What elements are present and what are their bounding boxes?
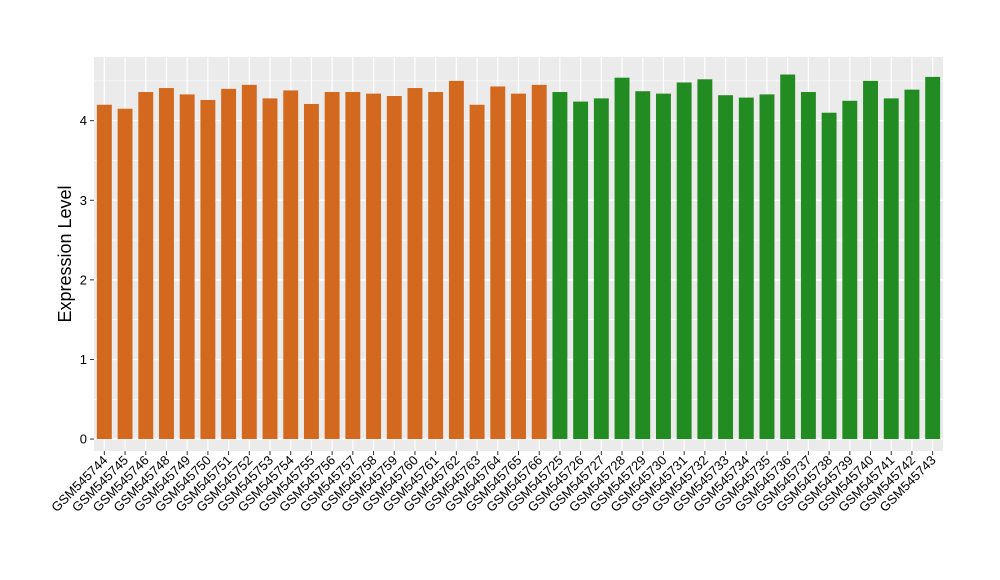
bar-GSM545728 bbox=[614, 77, 630, 440]
bar-GSM545751 bbox=[221, 88, 237, 440]
bar-GSM545748 bbox=[159, 88, 174, 440]
bar-GSM545759 bbox=[386, 96, 402, 440]
bar-GSM545763 bbox=[469, 104, 485, 440]
y-axis: 0 1 2 3 4 bbox=[80, 113, 94, 447]
bar-GSM545729 bbox=[635, 91, 651, 440]
bar-GSM545735 bbox=[759, 94, 775, 440]
bar-GSM545757 bbox=[345, 92, 361, 440]
bar-GSM545736 bbox=[780, 74, 796, 440]
bar-GSM545753 bbox=[262, 98, 278, 440]
bar-GSM545738 bbox=[821, 112, 837, 440]
bar-GSM545746 bbox=[138, 92, 154, 440]
bar-GSM545725 bbox=[552, 92, 568, 440]
bar-GSM545730 bbox=[655, 93, 671, 440]
x-axis: GSM545744GSM545745GSM545746GSM545748GSM5… bbox=[48, 451, 939, 515]
bar-GSM545731 bbox=[676, 82, 692, 440]
bar-GSM545766 bbox=[531, 84, 547, 440]
bar-GSM545727 bbox=[593, 98, 609, 440]
bar-GSM545765 bbox=[511, 93, 526, 440]
bar-GSM545733 bbox=[718, 95, 734, 440]
bar-GSM545756 bbox=[324, 92, 340, 440]
bar-GSM545749 bbox=[179, 94, 195, 440]
bar-GSM545764 bbox=[490, 86, 506, 440]
bar-GSM545745 bbox=[117, 108, 133, 440]
bar-GSM545758 bbox=[366, 93, 382, 440]
y-tick-label: 4 bbox=[80, 113, 87, 128]
bar-GSM545739 bbox=[842, 100, 858, 440]
bar-GSM545750 bbox=[200, 99, 216, 440]
bar-GSM545755 bbox=[303, 103, 319, 440]
bar-GSM545741 bbox=[883, 98, 899, 440]
bar-GSM545752 bbox=[241, 84, 257, 440]
bar-GSM545732 bbox=[697, 79, 713, 440]
bar-GSM545726 bbox=[573, 101, 589, 440]
y-tick-label: 2 bbox=[80, 272, 87, 287]
y-tick-label: 0 bbox=[80, 432, 87, 447]
bar-GSM545760 bbox=[407, 88, 423, 440]
bar-GSM545742 bbox=[904, 89, 920, 440]
bar-GSM545754 bbox=[283, 90, 299, 440]
bar-GSM545762 bbox=[448, 80, 464, 440]
bar-GSM545744 bbox=[96, 104, 112, 440]
bar-GSM545743 bbox=[925, 76, 941, 440]
y-axis-title: Expression Level bbox=[55, 185, 75, 322]
bar-GSM545761 bbox=[428, 92, 444, 440]
bar-GSM545740 bbox=[863, 80, 878, 440]
bar-GSM545734 bbox=[738, 97, 754, 440]
y-tick-label: 1 bbox=[80, 352, 87, 367]
bars bbox=[96, 74, 941, 440]
bar-GSM545737 bbox=[800, 92, 816, 440]
y-tick-label: 3 bbox=[80, 193, 87, 208]
